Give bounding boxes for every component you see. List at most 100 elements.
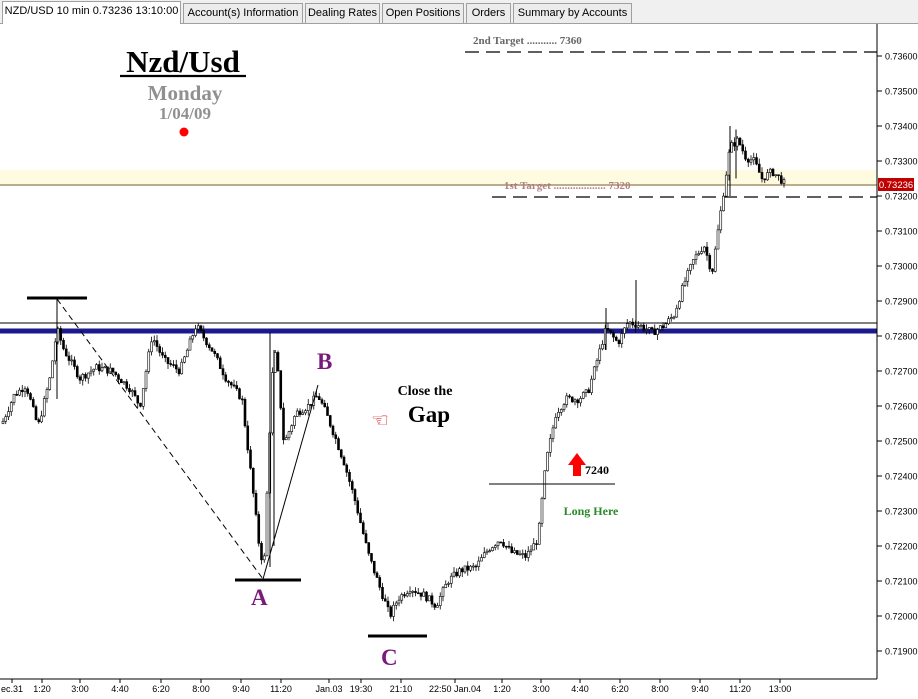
candle-body [18,389,21,396]
candle-body [565,395,569,406]
candle-body [114,371,118,376]
tab-nzdusd-chart[interactable]: NZD/USD 10 min 0.73236 13:10:00 [2,1,181,24]
candle-body [232,384,236,387]
candle-body [7,411,10,418]
candle-body [249,449,252,469]
candle-body [218,357,222,369]
candle-body [282,407,285,441]
candle-body [433,603,437,608]
candle-body [425,591,428,602]
x-tick-label: 1:20 [33,684,51,694]
annotation-gap: Gap [408,402,450,427]
candle-body [546,452,549,472]
candle-body [169,363,173,365]
candle-body [631,321,635,326]
y-tick-label: 0.71900 [885,647,918,657]
candle-body [526,550,530,558]
candle-body [499,541,503,544]
candle-body [73,359,76,367]
candle-body [760,172,764,180]
candle-body [359,512,362,523]
annotation-date: 1/04/09 [159,104,211,123]
x-tick-label: 8:00 [192,684,210,694]
candle-body [86,372,90,379]
red-dot-marker [179,127,189,137]
candle-body [513,550,516,553]
candle-body [361,522,365,534]
candle-body [700,251,703,254]
candle-body [53,341,57,362]
candle-body [31,399,35,407]
candle-body [191,335,195,340]
tab-open-positions[interactable]: Open Positions [382,3,464,23]
candle-body [656,329,659,335]
x-tick-label: 9:40 [232,684,250,694]
candle-body [485,550,489,554]
price-chart[interactable]: 0.73600 0.73500 0.73400 0.73300 0.73200 0.731… [0,24,918,699]
candle-body [477,560,481,567]
candle-body [331,425,335,436]
candle-body [515,550,519,555]
y-tick-label: 0.72900 [885,297,918,307]
current-price-tag-label: 0.73236 [879,180,913,191]
candle-body [227,380,230,383]
candle-body [400,594,404,601]
candle-body [689,264,692,271]
candle-body [653,328,657,335]
candle-body [326,406,329,416]
candle-body [152,340,156,343]
annotation-point-a: A [251,585,268,610]
candle-body [348,471,351,482]
candle-body [625,323,629,329]
candle-body [64,348,68,357]
candle-body [532,543,536,551]
tab-account-information[interactable]: Account(s) Information [183,3,303,23]
annotation-point-b: B [317,349,332,374]
swing-ab-line [262,384,319,580]
candle-body [262,555,266,561]
tab-summary-by-accounts[interactable]: Summary by Accounts [513,3,632,23]
candle-body [711,268,714,272]
tab-dealing-rates[interactable]: Dealing Rates [305,3,380,23]
annotation-point-c: C [381,645,398,670]
candle-body [741,144,745,152]
candle-body [150,341,153,353]
candle-body [298,410,302,415]
candle-body [612,332,615,338]
candle-body [386,600,390,608]
candle-body [543,470,547,499]
candle-body [108,367,112,374]
candle-body [337,438,340,451]
candle-body [158,346,162,353]
x-tick-label: 9:40 [691,684,709,694]
candle-body [650,327,654,330]
candle-body [119,379,123,384]
candle-body [125,381,129,389]
candle-body [744,150,747,160]
annotation-title: Nzd/Usd [126,44,240,79]
candle-body [122,381,126,384]
candle-body [334,434,338,439]
candle-body [183,356,186,363]
annotation-close-the: Close the [398,384,453,399]
y-tick-label: 0.72500 [885,437,918,447]
candle-body [474,565,478,568]
candle-body [317,396,321,400]
x-tick-label: 19:30 [350,684,373,694]
candle-body [623,327,626,334]
candle-body [628,321,632,324]
candle-body [752,157,756,161]
candle-body [48,377,52,390]
y-tick-label: 0.72400 [885,472,918,482]
candle-body [488,550,492,552]
candle-body [620,333,624,344]
tab-orders[interactable]: Orders [466,3,511,23]
candle-body [213,351,217,354]
candle-body [642,324,646,331]
candle-body [139,402,142,407]
candle-body [367,542,371,554]
candle-body [279,370,283,409]
candle-body [144,371,148,389]
candle-body [273,352,277,373]
candle-body [661,325,665,329]
